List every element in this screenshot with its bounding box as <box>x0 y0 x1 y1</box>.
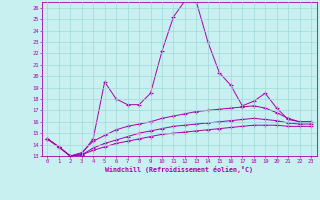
X-axis label: Windchill (Refroidissement éolien,°C): Windchill (Refroidissement éolien,°C) <box>105 166 253 173</box>
